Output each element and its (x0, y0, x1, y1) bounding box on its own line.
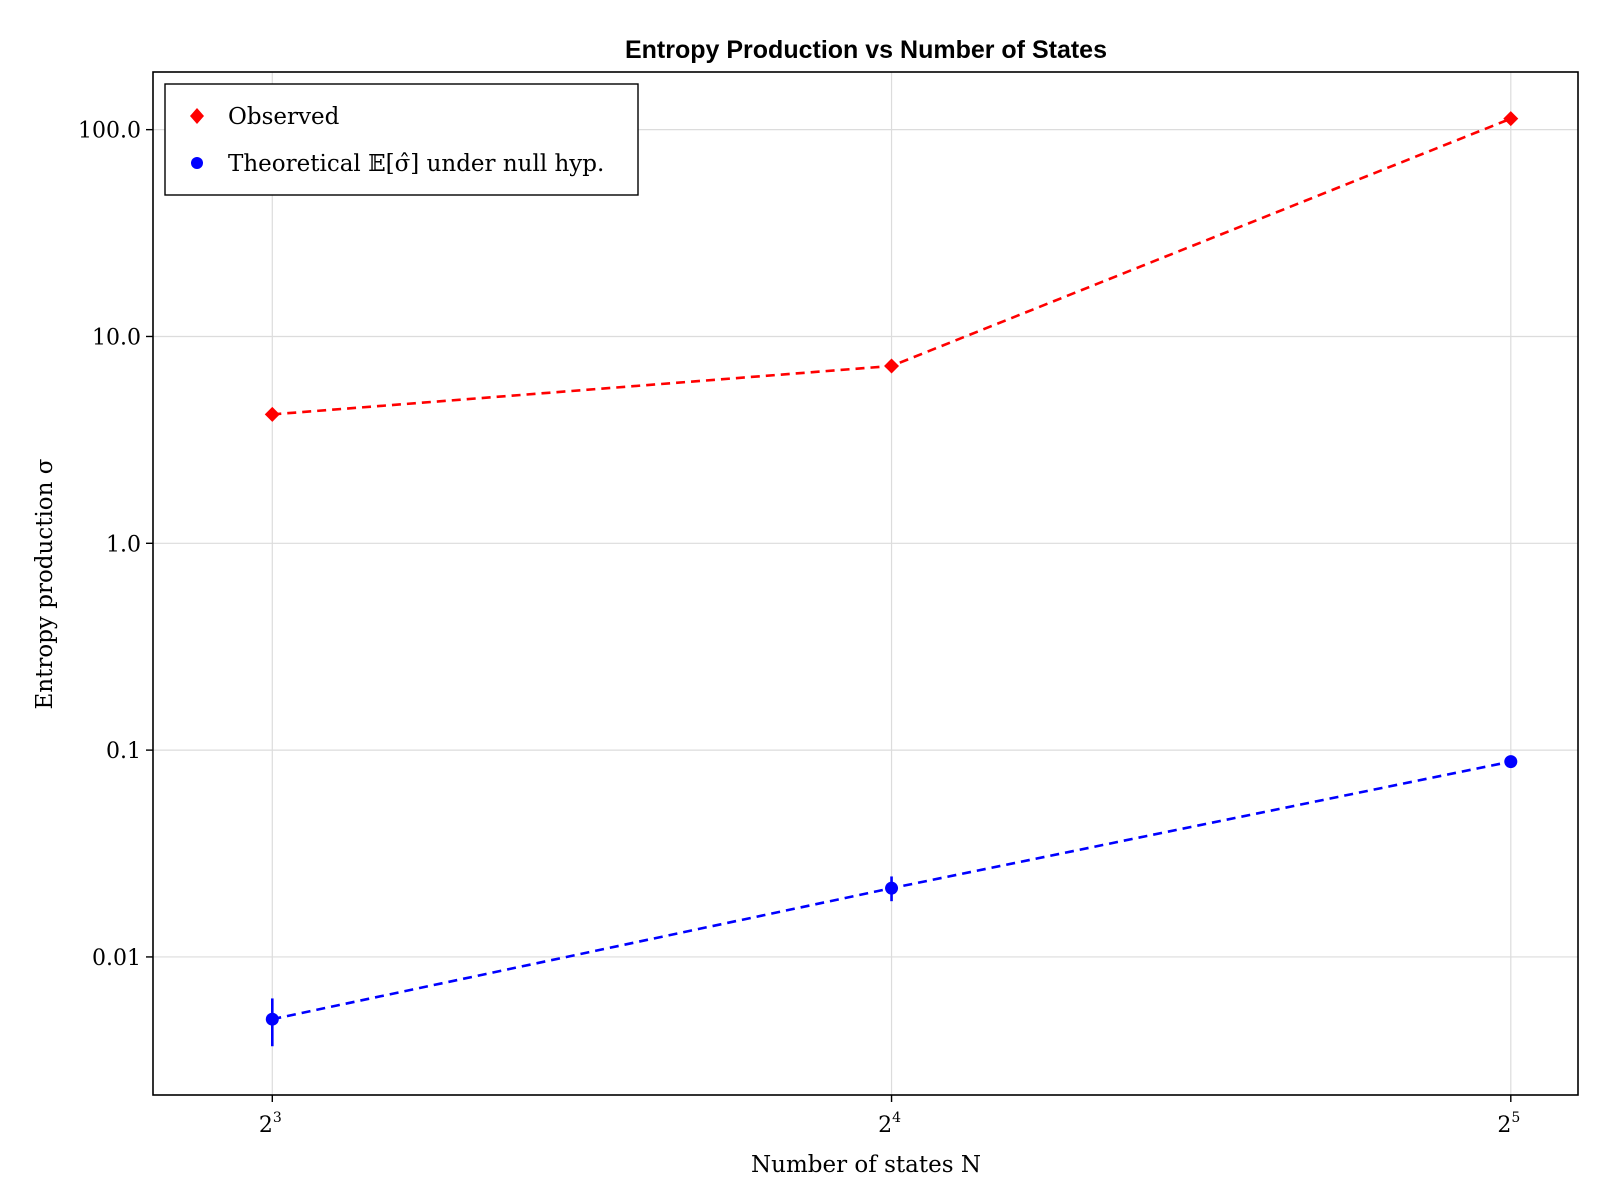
series-layer (264, 111, 1519, 1047)
grid (153, 72, 1578, 1095)
data-point (884, 358, 900, 374)
x-tick-label: 25 (1497, 1110, 1520, 1138)
y-tick-label: 1.0 (106, 532, 141, 557)
data-point (1504, 755, 1518, 769)
data-point (1503, 111, 1519, 127)
y-axis-label: Entropy production σ (32, 458, 58, 709)
tick-labels: 0.01 0.1 1.0 10.0 100.0 23 24 25 (78, 119, 1520, 1138)
x-tick-label: 24 (878, 1110, 901, 1138)
x-tick-label: 23 (259, 1110, 282, 1138)
data-point (264, 406, 280, 422)
y-tick-label: 100.0 (78, 119, 141, 144)
y-tick-label: 10.0 (92, 325, 141, 350)
y-tick-label: 0.1 (106, 739, 141, 764)
legend-marker-observed (190, 108, 204, 124)
legend-label-theoretical: Theoretical 𝔼[σ̂] under null hyp. (228, 151, 604, 177)
legend: Observed Theoretical 𝔼[σ̂] under null hy… (164, 83, 639, 196)
data-point (265, 1012, 279, 1026)
legend-label-observed: Observed (228, 104, 340, 130)
legend-box (164, 83, 639, 196)
legend-marker-theoretical (191, 157, 203, 169)
ticks (146, 128, 1512, 1102)
y-tick-label: 0.01 (92, 946, 141, 971)
x-axis-label: Number of states N (751, 1152, 981, 1178)
series-observed (264, 111, 1519, 422)
plot-frame (152, 71, 1579, 1096)
chart-title: Entropy Production vs Number of States (625, 36, 1107, 64)
data-point (885, 881, 899, 895)
series-theoretical (265, 755, 1518, 1047)
